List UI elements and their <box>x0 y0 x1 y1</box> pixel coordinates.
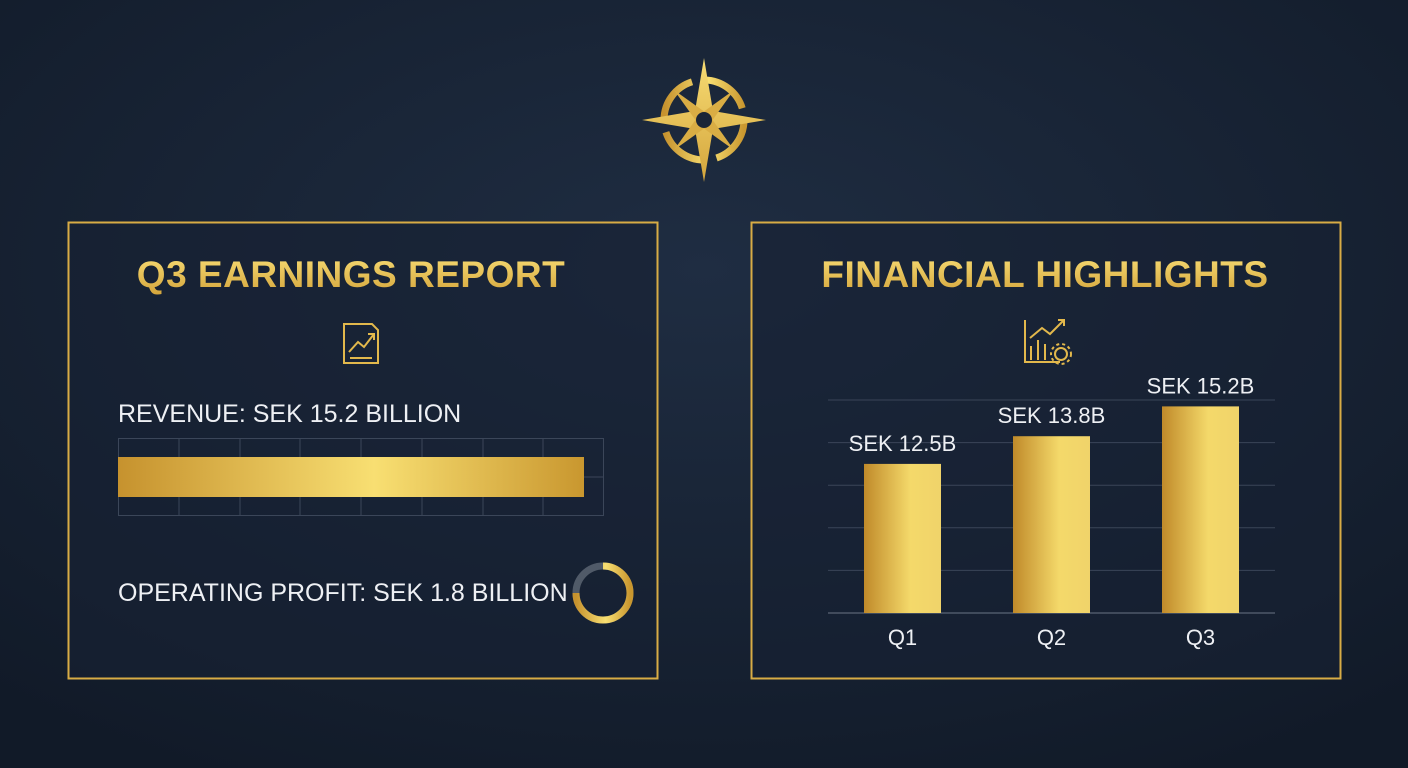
operating-profit-text: OPERATING PROFIT: SEK 1.8 BILLION <box>118 579 568 607</box>
panel-title: Q3 EARNINGS REPORT <box>137 254 565 295</box>
x-tick-label: Q2 <box>1037 625 1066 650</box>
x-tick-label: Q3 <box>1186 625 1215 650</box>
value-label: SEK 13.8B <box>998 403 1106 428</box>
earnings-panel <box>67 221 659 680</box>
report-icon <box>343 323 379 364</box>
value-label: SEK 15.2B <box>1147 373 1255 398</box>
x-tick-label: Q1 <box>888 625 917 650</box>
bar-chart: SEK 12.5B Q1 SEK 13.8B Q2 SEK 15.2B Q3 <box>828 373 1275 650</box>
revenue-text: REVENUE: SEK 15.2 BILLION <box>118 400 461 428</box>
value-label: SEK 12.5B <box>849 431 957 456</box>
bar <box>864 463 941 613</box>
bar <box>1162 406 1239 613</box>
bar <box>1013 436 1090 613</box>
chart-icon <box>1024 319 1072 365</box>
profit-donut <box>572 562 634 624</box>
compass-emblem <box>642 58 766 182</box>
revenue-bar <box>118 457 584 497</box>
chart-title: FINANCIAL HIGHLIGHTS <box>821 254 1268 295</box>
